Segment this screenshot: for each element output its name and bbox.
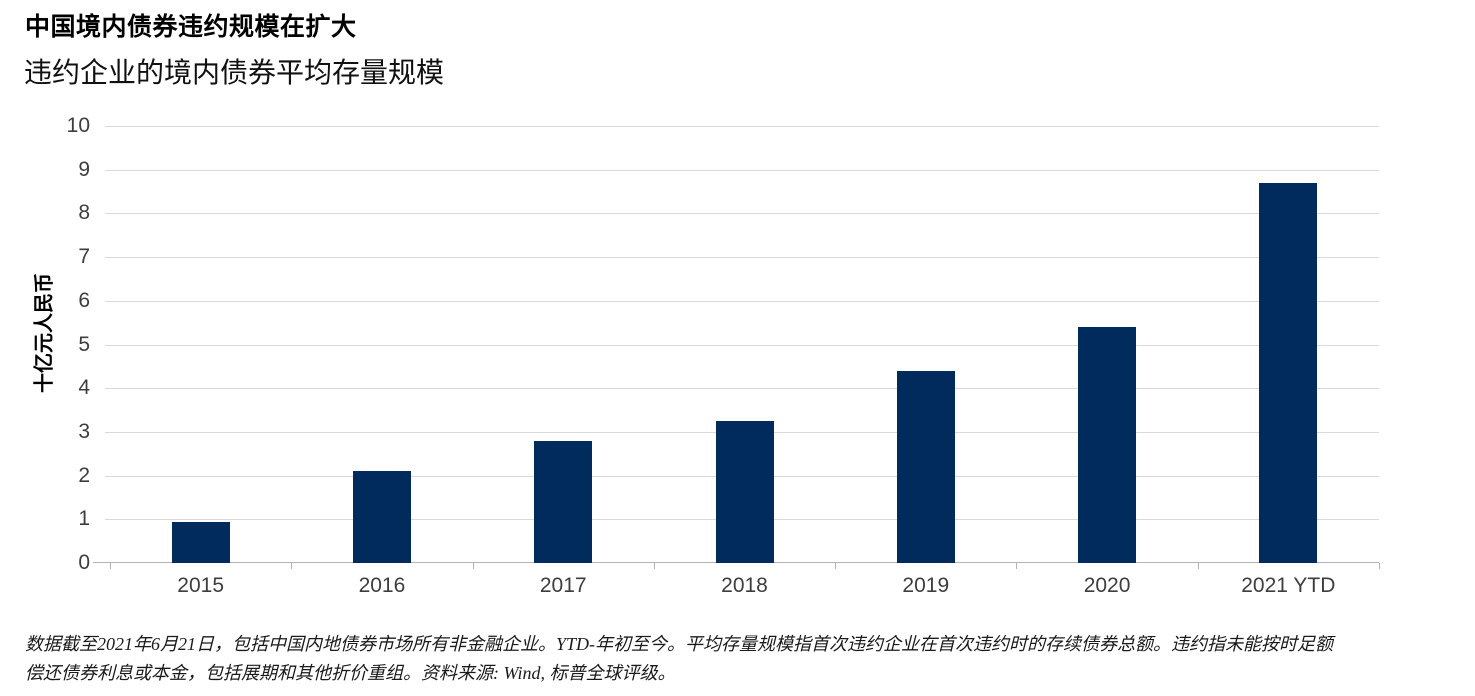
y-axis-tick-labels: 0 1 2 3 4 5 6 7 8 9 10	[40, 114, 90, 574]
y-tick-label: 8	[78, 201, 90, 225]
gridline	[105, 169, 1379, 171]
bar-2020	[1078, 327, 1137, 563]
x-axis-tick	[472, 563, 474, 569]
y-tick-label: 2	[78, 463, 90, 487]
x-tick-label: 2016	[358, 574, 406, 597]
gridline	[105, 344, 1379, 346]
chart-title: 中国境内债券违约规模在扩大	[25, 13, 357, 41]
bar-2021-ytd	[1259, 182, 1318, 563]
x-axis-tick	[1379, 563, 1380, 569]
bar-2016	[352, 471, 411, 563]
x-axis-tick	[1016, 563, 1018, 569]
y-tick-label: 3	[78, 419, 90, 443]
x-tick-label: 2019	[902, 574, 950, 597]
x-axis-tick	[291, 563, 293, 569]
y-tick-label: 6	[78, 288, 90, 312]
y-tick-label: 10	[66, 114, 90, 137]
plot-area	[93, 126, 1380, 569]
bar-2018	[715, 420, 774, 563]
bar-2017	[534, 440, 593, 563]
x-axis-tick	[1197, 563, 1199, 569]
y-tick-label: 7	[78, 245, 90, 269]
bar-chart: 十亿元人民币 0 1 2 3 4 5 6 7 8 9 10 2015 2016 2017 2018 2019…	[34, 114, 1380, 604]
footnote-line-2: 偿还债券利息或本金，包括展期和其他折价重组。资料来源: Wind, 标普全球评级…	[25, 663, 676, 683]
x-axis-tick	[835, 563, 837, 569]
gridline	[105, 213, 1379, 215]
x-tick-label: 2015	[177, 574, 224, 597]
x-tick-label: 2017	[539, 574, 587, 597]
x-tick-label: 2018	[721, 574, 768, 597]
gridline	[105, 126, 1379, 127]
y-tick-label: 1	[78, 507, 90, 531]
chart-subtitle: 违约企业的境内债券平均存量规模	[24, 58, 445, 89]
y-tick-label: 5	[78, 332, 90, 356]
x-axis-tick-labels: 2015 2016 2017 2018 2019 2020 2021 YTD	[110, 574, 1379, 604]
bar-2015	[171, 521, 230, 563]
footnote-line-1: 数据截至2021年6月21日，包括中国内地债券市场所有非金融企业。YTD-年初至…	[25, 634, 1334, 654]
gridline	[105, 388, 1379, 390]
gridline	[105, 300, 1379, 302]
x-axis-tick	[110, 563, 111, 569]
gridline	[105, 257, 1379, 259]
y-tick-label: 4	[78, 376, 90, 400]
x-tick-label: 2020	[1083, 574, 1131, 597]
bar-2019	[896, 370, 955, 563]
x-axis-tick	[653, 563, 655, 569]
y-tick-label: 9	[78, 157, 90, 181]
x-tick-label: 2021 YTD	[1241, 574, 1336, 597]
y-tick-label: 0	[78, 551, 90, 574]
